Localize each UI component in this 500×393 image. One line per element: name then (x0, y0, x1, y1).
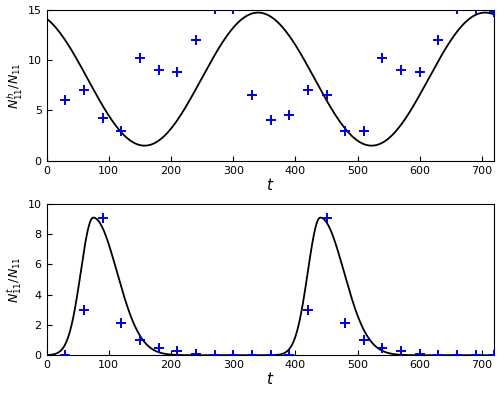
Point (192, 37, 200, 43)
Point (229, 352, 237, 358)
Point (117, 320, 125, 327)
Point (117, 127, 125, 134)
Point (285, 112, 293, 119)
Point (210, 352, 218, 358)
Point (453, 6, 461, 12)
Point (378, 55, 386, 61)
Point (322, 215, 330, 221)
Point (210, 6, 218, 12)
Point (62, 97, 70, 103)
Point (62, 352, 70, 358)
Point (80, 87, 88, 94)
Point (397, 347, 405, 354)
Point (397, 67, 405, 73)
Point (136, 55, 144, 61)
Y-axis label: $N_{11}^h/N_{11}$: $N_{11}^h/N_{11}$ (6, 62, 25, 108)
Point (304, 87, 312, 94)
Point (266, 117, 274, 123)
Point (98, 115, 106, 121)
Point (154, 345, 162, 351)
Point (248, 352, 256, 358)
Point (416, 351, 424, 357)
Point (434, 352, 442, 358)
Point (472, 6, 480, 12)
Point (80, 307, 88, 313)
Point (434, 37, 442, 43)
Point (341, 127, 349, 134)
Point (248, 92, 256, 98)
Point (490, 8, 498, 15)
Point (360, 127, 368, 134)
Point (154, 67, 162, 73)
Point (192, 351, 200, 357)
Point (360, 337, 368, 343)
Point (136, 337, 144, 343)
Point (322, 92, 330, 98)
Point (173, 69, 181, 75)
Point (285, 352, 293, 358)
Point (490, 352, 498, 358)
Point (472, 352, 480, 358)
Point (173, 347, 181, 354)
Point (266, 352, 274, 358)
X-axis label: $t$: $t$ (266, 371, 274, 387)
Point (416, 69, 424, 75)
X-axis label: $t$: $t$ (266, 177, 274, 193)
Point (229, 6, 237, 12)
Y-axis label: $N_{11}^t/N_{11}$: $N_{11}^t/N_{11}$ (6, 256, 25, 303)
Point (304, 307, 312, 313)
Point (341, 320, 349, 327)
Point (98, 215, 106, 221)
Point (453, 352, 461, 358)
Point (378, 345, 386, 351)
